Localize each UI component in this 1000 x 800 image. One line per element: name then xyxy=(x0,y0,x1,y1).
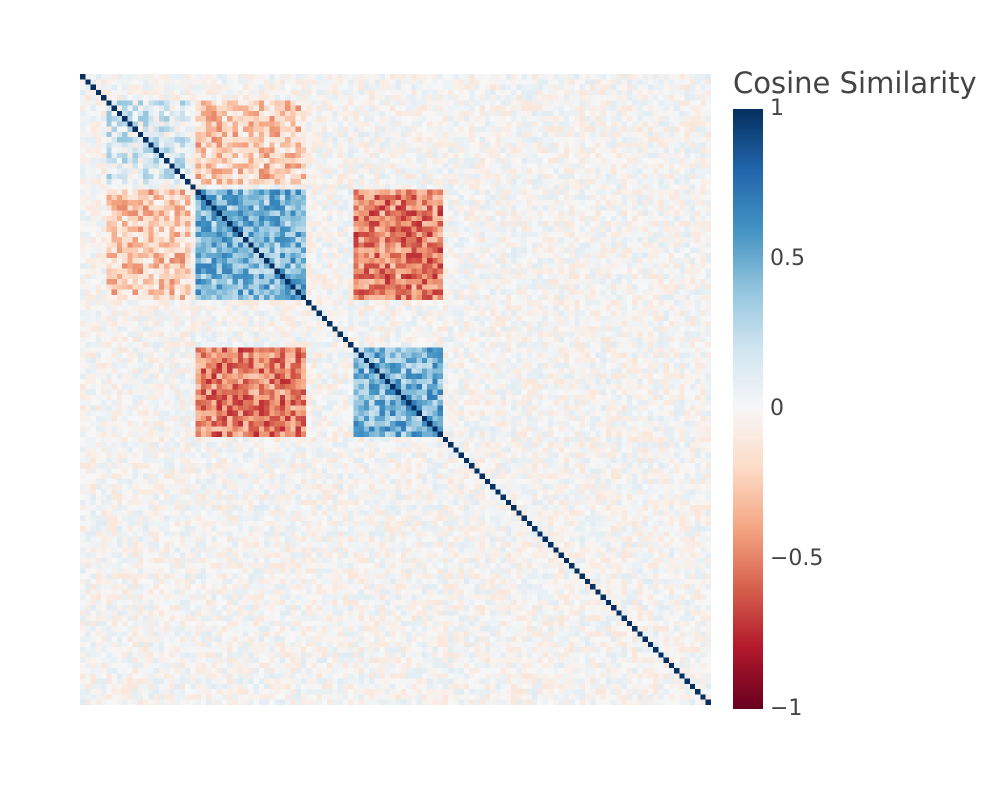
colorbar-gradient xyxy=(733,109,763,709)
colorbar-tick-label: 1 xyxy=(770,96,784,121)
colorbar-title: Cosine Similarity xyxy=(733,66,977,100)
colorbar-tick-label: −1 xyxy=(770,696,803,721)
heatmap-plot-area[interactable] xyxy=(80,74,711,705)
colorbar-tick-label: −0.5 xyxy=(770,546,824,571)
colorbar-tick-label: 0 xyxy=(770,396,784,421)
colorbar-tick-label: 0.5 xyxy=(770,246,805,271)
